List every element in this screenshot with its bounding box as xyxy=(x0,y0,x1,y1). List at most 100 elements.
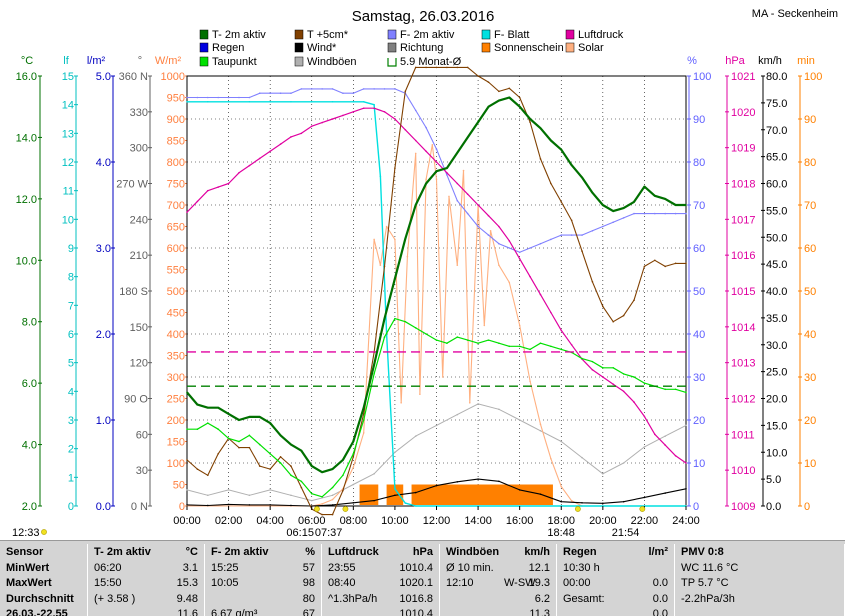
weather-chart: Samstag, 26.03.2016 MA - Seckenheim T- 2… xyxy=(0,0,845,540)
data-point xyxy=(228,97,230,99)
lf-tick-label: 11 xyxy=(63,186,74,198)
data-point xyxy=(550,345,552,347)
data-point xyxy=(363,101,365,103)
data-point xyxy=(436,485,438,487)
data-point xyxy=(321,88,323,90)
data-point xyxy=(498,264,500,266)
solar-tick-label: 450 xyxy=(167,308,185,320)
temp-tick-label: 16.0 xyxy=(16,71,37,83)
table-column: Luftdruck hPa 23:55 1010.4 08:40 1020.1 ^1.3hP… xyxy=(322,544,440,616)
table-cell: ^1.3hPa/h xyxy=(328,591,377,607)
data-point xyxy=(644,446,646,448)
table-cell: l/m² xyxy=(648,544,668,560)
data-point xyxy=(602,503,604,505)
table-cell: 1020.1 xyxy=(399,575,433,591)
data-point xyxy=(373,104,375,106)
data-point xyxy=(290,444,292,446)
data-point xyxy=(612,210,614,212)
humidity-tick-label: 100 xyxy=(693,71,711,83)
lf-tick-label: 14 xyxy=(62,100,74,112)
data-point xyxy=(311,101,313,103)
data-point xyxy=(197,404,199,406)
data-point xyxy=(446,174,448,176)
data-point xyxy=(384,111,386,113)
table-column: Windböen km/h Ø 10 min. 12.1 12:10 W-SW 19.3 6.… xyxy=(440,544,557,616)
data-point xyxy=(498,408,500,410)
chart-title: Samstag, 26.03.2016 xyxy=(352,8,495,25)
minutes-tick-label: 80 xyxy=(804,157,816,169)
data-point xyxy=(332,88,334,90)
minutes-tick-label: 10 xyxy=(804,458,816,470)
dir-tick-label: 300 xyxy=(130,143,148,155)
rain-tick-label: 4.0 xyxy=(96,157,111,169)
data-point xyxy=(550,458,552,460)
table-row: 15:50 15.3 xyxy=(94,575,198,591)
table-cell: Luftdruck xyxy=(328,544,379,560)
table-row: 23:55 1010.4 xyxy=(328,560,433,576)
table-cell: Windböen xyxy=(446,544,499,560)
data-point xyxy=(353,467,355,469)
data-point xyxy=(207,190,209,192)
x-tick-label: 14:00 xyxy=(464,515,492,527)
dir-tick-label: 360 N xyxy=(119,71,148,83)
table-cell: 10:05 xyxy=(211,575,239,591)
solar-tick-label: 500 xyxy=(167,286,185,298)
lf-tick-label: 7 xyxy=(68,300,74,312)
sun-event-label: 07:37 xyxy=(315,527,343,539)
data-point xyxy=(581,177,583,179)
humidity-tick-label: 40 xyxy=(693,329,705,341)
table-cell: 9.48 xyxy=(177,591,198,607)
data-point xyxy=(342,115,344,117)
data-point xyxy=(560,501,562,503)
data-point xyxy=(353,92,355,94)
wind-tick-label: 55.0 xyxy=(766,205,787,217)
data-point xyxy=(664,213,666,215)
data-point xyxy=(644,382,646,384)
data-point xyxy=(373,500,375,502)
table-header-row: Regen l/m² xyxy=(563,544,668,560)
dir-tick-label: 240 xyxy=(130,214,148,226)
data-point xyxy=(197,468,199,470)
temp-tick-label: 4.0 xyxy=(22,440,37,452)
data-point xyxy=(405,91,407,93)
data-point xyxy=(269,92,271,94)
solar-tick-label: 650 xyxy=(167,222,185,234)
data-point xyxy=(508,345,510,347)
data-point xyxy=(425,183,427,185)
legend-swatch xyxy=(482,30,490,39)
dir-tick-label: 90 O xyxy=(124,394,148,406)
table-cell: Ø 10 min. xyxy=(446,560,494,576)
data-point xyxy=(269,489,271,491)
rain-tick-label: 0.0 xyxy=(96,501,111,513)
table-row: Ø 10 min. 12.1 xyxy=(446,560,550,576)
data-point xyxy=(571,500,573,502)
data-point xyxy=(186,459,188,461)
lf-tick-label: 6 xyxy=(68,329,74,341)
data-point xyxy=(490,230,492,232)
data-point xyxy=(456,200,458,202)
data-point xyxy=(560,201,562,203)
solar-tick-label: 250 xyxy=(167,394,185,406)
corner-time-label: 12:33 xyxy=(12,527,40,539)
data-point xyxy=(623,207,625,209)
data-point xyxy=(311,493,313,495)
legend-label: Wind* xyxy=(307,42,337,54)
pressure-tick-label: 1015 xyxy=(731,286,755,298)
table-cell: 06:20 xyxy=(94,560,122,576)
data-point xyxy=(386,226,388,228)
temp-tick-label: 10.0 xyxy=(16,255,37,267)
rain-tick-label: 2.0 xyxy=(96,329,111,341)
data-point xyxy=(290,92,292,94)
data-point xyxy=(425,178,427,180)
solar-tick-label: 350 xyxy=(167,351,185,363)
data-point xyxy=(380,176,382,178)
humidity-tick-label: 10 xyxy=(693,458,705,470)
table-cell: % xyxy=(305,544,315,560)
data-point xyxy=(207,101,209,103)
table-cell: 6.2 xyxy=(535,591,550,607)
humidity-tick-label: 90 xyxy=(693,114,705,126)
data-point xyxy=(560,349,562,351)
data-point xyxy=(342,490,344,492)
pressure-tick-label: 1017 xyxy=(731,214,755,226)
data-point xyxy=(477,121,479,123)
